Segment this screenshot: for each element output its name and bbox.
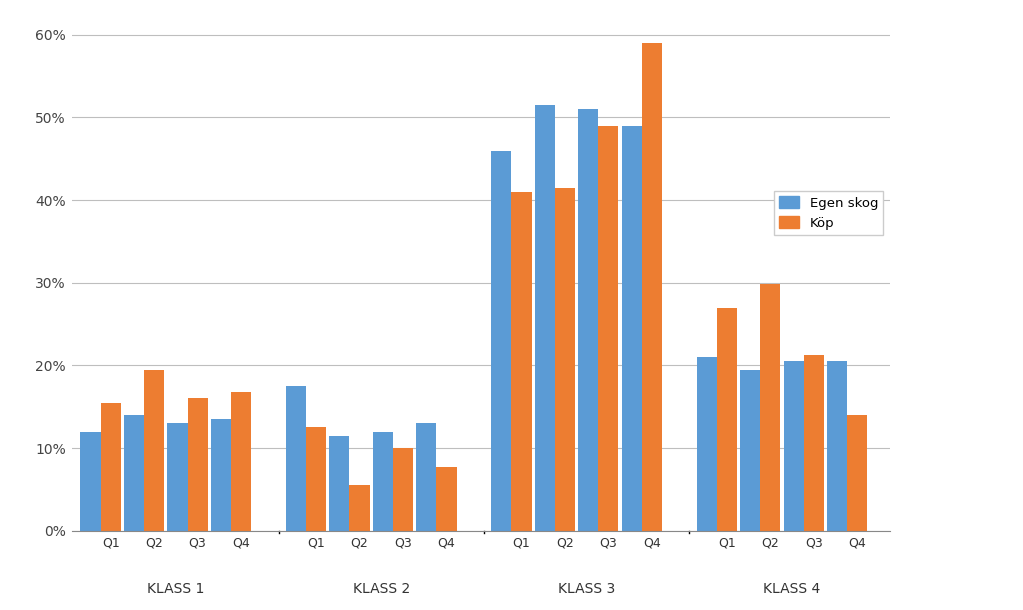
Bar bbox=[81, 431, 100, 531]
Bar bbox=[535, 105, 554, 531]
Bar bbox=[416, 423, 437, 531]
Bar bbox=[329, 436, 350, 531]
Bar bbox=[641, 43, 662, 531]
Bar bbox=[285, 386, 306, 531]
Bar bbox=[804, 356, 824, 531]
Bar bbox=[554, 188, 575, 531]
Bar bbox=[211, 419, 231, 531]
Bar bbox=[231, 392, 252, 531]
Bar bbox=[740, 370, 760, 531]
Bar bbox=[168, 423, 187, 531]
Bar bbox=[512, 192, 532, 531]
Bar bbox=[144, 370, 165, 531]
Text: KLASS 3: KLASS 3 bbox=[558, 582, 615, 596]
Bar bbox=[760, 284, 781, 531]
Bar bbox=[847, 415, 868, 531]
Bar bbox=[124, 415, 144, 531]
Bar bbox=[827, 361, 847, 531]
Bar bbox=[598, 126, 619, 531]
Text: KLASS 1: KLASS 1 bbox=[147, 582, 205, 596]
Bar bbox=[784, 361, 804, 531]
Bar bbox=[350, 485, 369, 531]
Text: KLASS 4: KLASS 4 bbox=[763, 582, 820, 596]
Legend: Egen skog, Köp: Egen skog, Köp bbox=[774, 191, 884, 235]
Bar bbox=[717, 307, 737, 531]
Bar bbox=[491, 151, 512, 531]
Bar bbox=[697, 357, 717, 531]
Bar bbox=[372, 431, 393, 531]
Bar bbox=[578, 109, 598, 531]
Bar bbox=[187, 398, 208, 531]
Text: KLASS 2: KLASS 2 bbox=[353, 582, 410, 596]
Bar bbox=[100, 403, 121, 531]
Bar bbox=[437, 467, 456, 531]
Bar bbox=[393, 448, 413, 531]
Bar bbox=[622, 126, 641, 531]
Bar bbox=[306, 428, 326, 531]
